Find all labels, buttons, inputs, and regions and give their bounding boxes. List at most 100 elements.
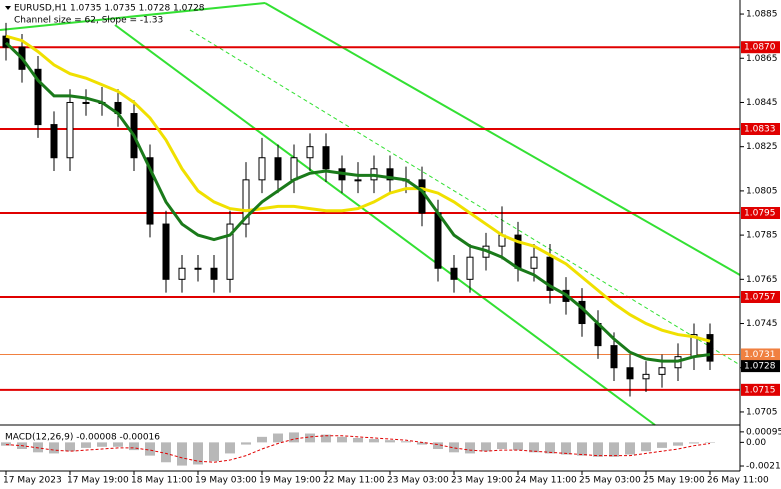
- current-price-label: 1.0731: [744, 350, 776, 360]
- candle-body: [306, 146, 314, 159]
- macd-tick-label: -0.00214: [746, 462, 781, 472]
- candle-body: [258, 157, 266, 181]
- candle-body: [706, 334, 714, 362]
- macd-bar: [161, 442, 171, 463]
- x-tick-label: 19 May 19:00: [259, 476, 321, 486]
- x-tick-label: 23 May 19:00: [451, 476, 513, 486]
- macd-bar: [145, 442, 155, 456]
- macd-bar: [673, 442, 683, 446]
- y-tick-label: 1.0865: [746, 54, 778, 64]
- macd-bar: [33, 442, 43, 453]
- macd-bar: [385, 440, 395, 443]
- y-tick-label: 1.0705: [746, 407, 778, 417]
- menu-arrow: [5, 6, 11, 10]
- y-tick-label: 1.0745: [746, 319, 778, 329]
- macd-bar: [417, 442, 427, 445]
- level-label-box: [741, 383, 780, 396]
- candle-body: [354, 179, 362, 182]
- macd-bar: [625, 442, 635, 455]
- moving-average: [5, 34, 711, 343]
- candle-body: [322, 146, 330, 170]
- x-tick-label: 25 May 03:00: [579, 476, 641, 486]
- macd-bar: [97, 442, 107, 447]
- candle-body: [386, 168, 394, 181]
- plot: [0, 22, 740, 397]
- candle-body: [610, 345, 618, 369]
- candle-body: [194, 267, 202, 270]
- chart-title: EURUSD,H1 1.0735 1.0735 1.0728 1.0728: [14, 4, 205, 14]
- macd-bar: [449, 442, 459, 453]
- y-tick-label: 1.0885: [746, 10, 778, 20]
- macd-bar: [305, 433, 315, 443]
- candle-body: [242, 179, 250, 225]
- level-label-box: [741, 291, 780, 303]
- level-label: 1.0795: [744, 209, 776, 219]
- x-tick-label: 24 May 11:00: [515, 476, 577, 486]
- level-label: 1.0715: [744, 385, 776, 395]
- level-label-box: [741, 123, 780, 135]
- candle-body: [290, 157, 298, 181]
- bid-box: [741, 360, 780, 373]
- macd-bar: [193, 442, 203, 465]
- macd-bar: [129, 442, 139, 451]
- macd-bar: [433, 442, 443, 449]
- macd-bar: [657, 442, 667, 448]
- candle-body: [418, 179, 426, 214]
- macd-bar: [49, 442, 59, 454]
- candle-body: [66, 101, 74, 159]
- y-tick-label: 1.0825: [746, 142, 778, 152]
- macd-bar: [257, 436, 267, 443]
- y-tick-label: 1.0785: [746, 231, 778, 241]
- macd-bar: [321, 434, 331, 443]
- candle-body: [82, 101, 90, 104]
- macd-bar: [481, 442, 491, 452]
- macd-bar: [641, 442, 651, 452]
- candle-body: [162, 223, 170, 280]
- level-label: 1.0870: [744, 43, 776, 53]
- macd-bar: [241, 442, 251, 445]
- x-tick-label: 18 May 11:00: [131, 476, 193, 486]
- x-tick-label: 17 May 2023: [3, 476, 62, 486]
- macd-bar: [113, 442, 123, 447]
- macd-bar: [337, 436, 347, 443]
- candle-body: [530, 256, 538, 269]
- macd-bar: [209, 442, 219, 462]
- channel-upper: [264, 2, 741, 276]
- candle-body: [146, 157, 154, 225]
- candle-body: [210, 267, 218, 280]
- channel-middle: [189, 29, 741, 366]
- level-label-box: [741, 41, 780, 54]
- channel-upper-left: [0, 2, 266, 31]
- macd-tick-label: 0.00095: [746, 427, 781, 437]
- chart-subtitle: Channel size = 62, Slope = -1.33: [14, 16, 163, 26]
- macd-bar: [545, 442, 555, 454]
- candle-body: [658, 367, 666, 375]
- level-label: 1.0833: [744, 125, 776, 135]
- macd-bar: [273, 433, 283, 443]
- macd-bar: [577, 442, 587, 456]
- macd-bar: [353, 437, 363, 443]
- candle-body: [450, 267, 458, 280]
- candle-body: [226, 223, 234, 280]
- candle-body: [34, 68, 42, 126]
- macd-title: MACD(12,26,9) -0.00008 -0.00016: [5, 433, 160, 443]
- x-tick-label: 23 May 03:00: [387, 476, 449, 486]
- macd-bar: [177, 442, 187, 466]
- macd-bar: [289, 432, 299, 443]
- macd-bar: [529, 442, 539, 453]
- macd-bar: [225, 442, 235, 454]
- candle-body: [50, 124, 58, 159]
- macd-bar: [465, 442, 475, 454]
- x-tick-label: 19 May 03:00: [195, 476, 257, 486]
- macd-bar: [369, 439, 379, 443]
- candle-body: [546, 256, 554, 291]
- level-label: 1.0757: [744, 293, 776, 303]
- x-tick-label: 26 May 11:00: [707, 476, 769, 486]
- macd-bar: [65, 442, 75, 452]
- macd-bar: [1, 442, 11, 446]
- candle-body: [434, 212, 442, 269]
- moving-average: [4, 41, 711, 363]
- level-label-box: [741, 207, 780, 219]
- x-tick-label: 25 May 19:00: [643, 476, 705, 486]
